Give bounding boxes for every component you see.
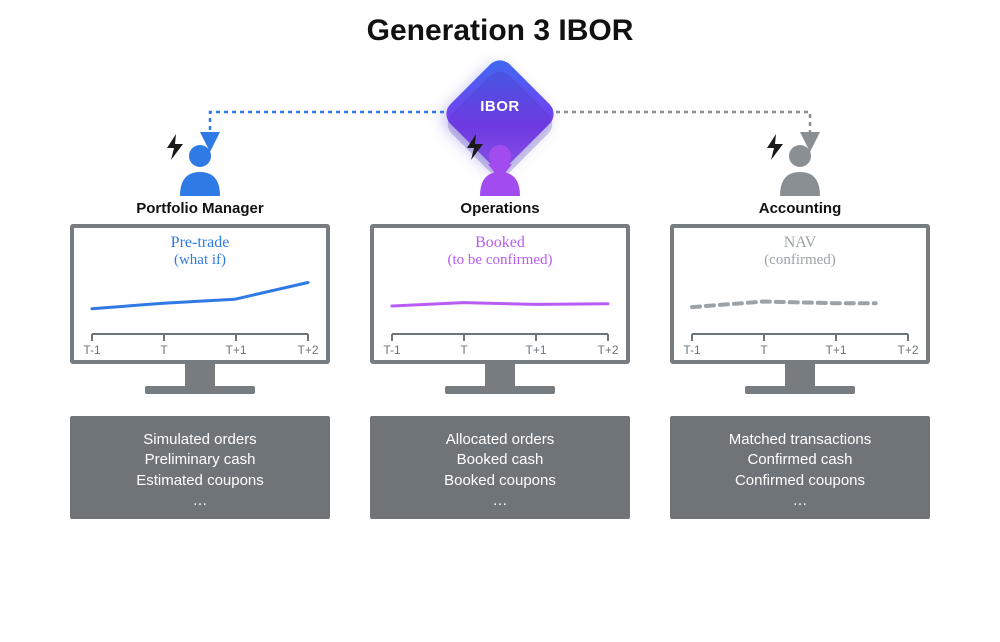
- info-line: Confirmed coupons: [678, 471, 922, 491]
- role-label: Operations: [370, 200, 630, 217]
- svg-text:T+1: T+1: [525, 343, 546, 357]
- info-line: …: [78, 491, 322, 511]
- svg-text:T-1: T-1: [383, 343, 401, 357]
- diagram-stage: IBOR Portfolio Manager Pre-trade (what i…: [0, 72, 1000, 642]
- svg-text:T+2: T+2: [597, 343, 618, 357]
- role-label: Accounting: [670, 200, 930, 217]
- screen-subtitle: (confirmed): [674, 252, 926, 269]
- svg-text:T+2: T+2: [297, 343, 318, 357]
- info-line: Simulated orders: [78, 430, 322, 450]
- info-line: Booked cash: [378, 450, 622, 470]
- screen-title: Booked: [374, 234, 626, 252]
- svg-text:T: T: [460, 343, 468, 357]
- info-line: Matched transactions: [678, 430, 922, 450]
- person-icon: [776, 142, 824, 196]
- person-icon: [176, 142, 224, 196]
- screen-title: Pre-trade: [74, 234, 326, 252]
- screen-subtitle: (to be confirmed): [374, 252, 626, 269]
- info-box: Allocated orders Booked cash Booked coup…: [370, 416, 630, 519]
- monitor-screen: Booked (to be confirmed) T-1 T T+1 T+2: [370, 224, 630, 364]
- monitor-screen: NAV (confirmed) T-1 T T+1 T+2: [670, 224, 930, 364]
- svg-text:T+1: T+1: [225, 343, 246, 357]
- monitor-screen: Pre-trade (what if) T-1 T T+1 T+2: [70, 224, 330, 364]
- monitor: Pre-trade (what if) T-1 T T+1 T+2: [70, 224, 330, 394]
- mini-chart: T-1 T T+1 T+2: [374, 272, 626, 360]
- info-line: …: [378, 491, 622, 511]
- screen-title: NAV: [674, 234, 926, 252]
- svg-text:T-1: T-1: [83, 343, 101, 357]
- mini-chart: T-1 T T+1 T+2: [74, 272, 326, 360]
- svg-text:T+1: T+1: [825, 343, 846, 357]
- page-title: Generation 3 IBOR: [0, 14, 1000, 48]
- info-box: Matched transactions Confirmed cash Conf…: [670, 416, 930, 519]
- info-line: Booked coupons: [378, 471, 622, 491]
- info-box: Simulated orders Preliminary cash Estima…: [70, 416, 330, 519]
- svg-text:T: T: [760, 343, 768, 357]
- monitor: NAV (confirmed) T-1 T T+1 T+2: [670, 224, 930, 394]
- info-line: Confirmed cash: [678, 450, 922, 470]
- svg-text:T: T: [160, 343, 168, 357]
- info-line: Estimated coupons: [78, 471, 322, 491]
- mini-chart: T-1 T T+1 T+2: [674, 272, 926, 360]
- info-line: …: [678, 491, 922, 511]
- svg-text:T-1: T-1: [683, 343, 701, 357]
- info-line: Allocated orders: [378, 430, 622, 450]
- monitor: Booked (to be confirmed) T-1 T T+1 T+2: [370, 224, 630, 394]
- svg-text:T+2: T+2: [897, 343, 918, 357]
- person-icon: [476, 142, 524, 196]
- info-line: Preliminary cash: [78, 450, 322, 470]
- role-label: Portfolio Manager: [70, 200, 330, 217]
- path-left: [210, 112, 460, 144]
- screen-subtitle: (what if): [74, 252, 326, 269]
